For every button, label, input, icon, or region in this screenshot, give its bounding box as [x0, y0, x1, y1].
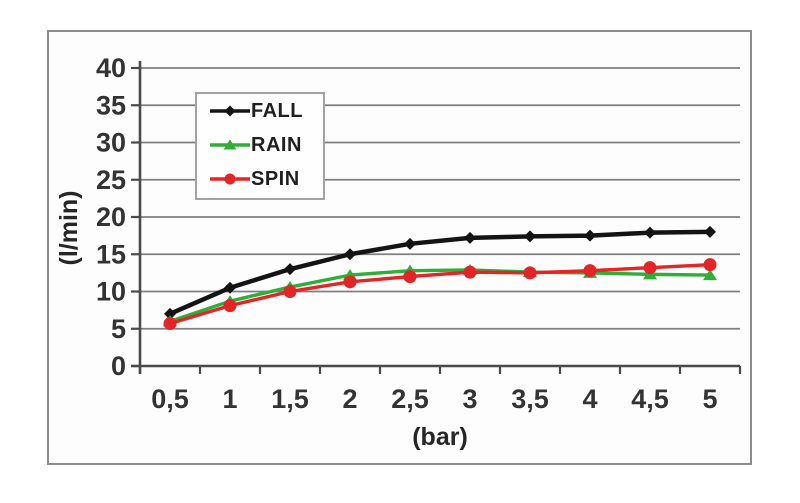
- x-tick-label-5: 3: [462, 384, 477, 414]
- x-axis-title: (bar): [412, 423, 468, 451]
- legend-marker-icon-diamond: [210, 105, 250, 117]
- series-spin: [163, 258, 717, 331]
- data-point-fall-6: [524, 230, 536, 243]
- x-tick-label-8: 4,5: [631, 384, 669, 414]
- data-point-spin-7: [583, 264, 597, 278]
- x-tick-label-6: 3,5: [511, 384, 549, 414]
- legend: FALL RAIN SPIN: [195, 92, 325, 200]
- y-tick-label-35: 35: [96, 90, 126, 120]
- series-line-spin: [168, 262, 712, 326]
- data-point-spin-5: [463, 265, 477, 279]
- line-chart: 0 5 10 15 20 25 30 35 40 0,5 1 1,5 2 2,5 3 3,5 4 4,5 5 (ba…: [55, 53, 742, 451]
- axes: [131, 61, 742, 374]
- legend-marker-icon-triangle: [210, 139, 250, 150]
- y-tick-label-0: 0: [111, 351, 126, 381]
- y-tick-label-30: 30: [96, 128, 126, 158]
- y-tick-label-20: 20: [96, 202, 126, 232]
- y-tick-label-25: 25: [96, 165, 126, 195]
- data-point-spin-9: [703, 258, 717, 272]
- data-point-fall-1: [224, 281, 236, 294]
- data-point-rain-9: [703, 269, 717, 281]
- legend-item-fall: FALL: [209, 100, 317, 122]
- x-tick-label-1: 1: [222, 384, 237, 414]
- legend-item-spin: SPIN: [209, 168, 317, 190]
- y-tick-label-5: 5: [111, 314, 126, 344]
- legend-label: FALL: [251, 99, 303, 122]
- legend-label: RAIN: [251, 133, 302, 156]
- data-point-spin-6: [523, 266, 537, 280]
- data-point-spin-0: [163, 317, 177, 331]
- data-point-spin-4: [403, 270, 417, 284]
- x-tick-label-2: 1,5: [271, 384, 309, 414]
- legend-label: SPIN: [251, 167, 300, 190]
- legend-marker: [224, 173, 236, 185]
- data-point-spin-2: [283, 285, 297, 298]
- data-point-fall-8: [644, 226, 656, 239]
- data-point-fall-9: [704, 225, 716, 238]
- y-axis-title: (l/min): [55, 191, 83, 266]
- x-tick-label-0: 0,5: [151, 384, 189, 414]
- series-lines: [163, 225, 717, 331]
- x-tick-label-9: 5: [702, 384, 717, 414]
- axis-tick-labels: 0 5 10 15 20 25 30 35 40 0,5 1 1,5 2 2,5 3 3,5 4 4,5 5: [96, 53, 718, 414]
- data-point-fall-3: [344, 248, 356, 261]
- x-tick-label-4: 2,5: [391, 384, 429, 414]
- data-point-fall-0: [164, 307, 176, 320]
- y-tick-label-40: 40: [96, 53, 126, 83]
- data-point-fall-7: [584, 229, 596, 242]
- series-fall: [164, 225, 716, 320]
- data-point-fall-5: [464, 231, 476, 244]
- data-point-fall-2: [284, 263, 296, 276]
- legend-marker-icon-circle: [210, 173, 250, 185]
- y-tick-label-15: 15: [96, 239, 126, 269]
- data-point-spin-3: [343, 275, 357, 289]
- data-point-spin-8: [643, 261, 657, 275]
- series-line-fall: [167, 229, 713, 317]
- x-tick-label-7: 4: [582, 384, 597, 414]
- legend-marker: [223, 139, 237, 150]
- data-point-spin-1: [223, 299, 237, 313]
- legend-marker: [224, 105, 236, 117]
- series-line-rain: [168, 268, 712, 323]
- chart-figure: 0 5 10 15 20 25 30 35 40 0,5 1 1,5 2 2,5 3 3,5 4 4,5 5 (ba…: [47, 30, 752, 465]
- data-point-fall-4: [404, 237, 416, 250]
- y-tick-label-10: 10: [96, 277, 126, 307]
- x-tick-label-3: 2: [342, 384, 357, 414]
- legend-item-rain: RAIN: [209, 134, 317, 156]
